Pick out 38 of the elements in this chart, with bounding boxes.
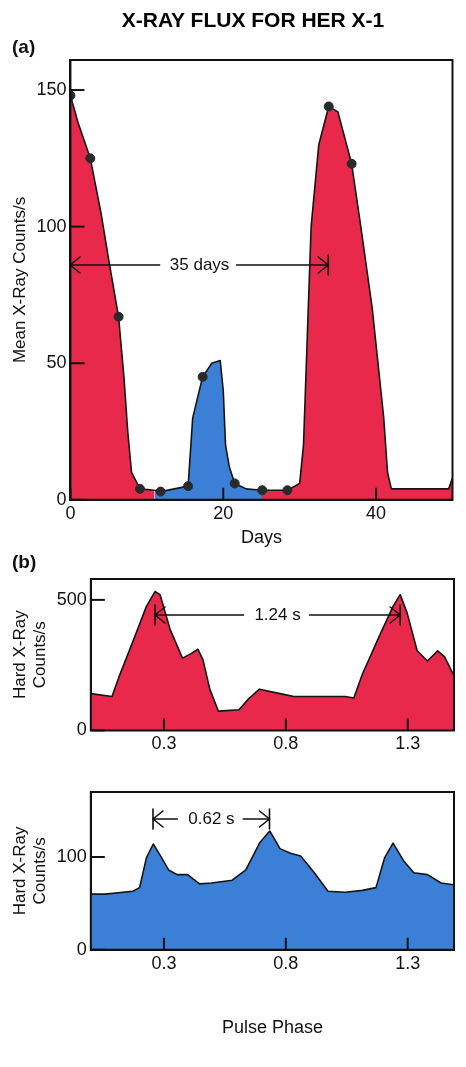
x-tick-label: 40 <box>366 502 387 523</box>
point <box>282 485 293 496</box>
text: (a) <box>12 35 36 57</box>
y-tick-label: 50 <box>46 352 67 373</box>
chart-title: X-RAY FLUX FOR HER X-1 <box>121 8 385 31</box>
point <box>85 153 96 164</box>
annotation: 0.62 s <box>188 808 235 829</box>
y-axis-title: Hard X-Ray Counts/s <box>9 609 50 700</box>
y-tick-label: 0 <box>76 938 87 959</box>
y-tick-label: 0 <box>56 488 67 509</box>
x-tick-label: 20 <box>213 502 234 523</box>
y-axis-title: Hard X-Ray Counts/s <box>9 826 50 916</box>
point <box>257 485 268 496</box>
text: (b) <box>12 550 37 572</box>
x-tick-label: 0.8 <box>273 952 299 973</box>
y-tick-label: 150 <box>36 79 67 100</box>
x-tick-label: 0.3 <box>151 952 177 973</box>
y-tick-label: 100 <box>36 215 67 236</box>
x-axis-title: Days <box>240 527 282 548</box>
x-tick-label: 1.3 <box>395 952 421 973</box>
y-tick-label: 0 <box>76 719 87 740</box>
x-tick-label: 0.8 <box>273 733 299 754</box>
x-tick-label: 1.3 <box>395 733 421 754</box>
x-tick-label: 0.3 <box>151 733 177 754</box>
point <box>134 483 145 494</box>
y-axis-title: Mean X-Ray Counts/s <box>9 196 29 364</box>
point <box>155 486 166 497</box>
point <box>197 371 208 382</box>
point <box>113 311 124 322</box>
y-tick-label: 500 <box>56 588 87 609</box>
x-axis-title: Pulse Phase <box>221 1017 323 1038</box>
y-tick-label: 100 <box>56 845 87 866</box>
point <box>183 481 194 492</box>
point <box>346 158 357 169</box>
annotation: 35 days <box>169 254 230 275</box>
point <box>323 101 334 112</box>
point <box>229 478 240 489</box>
annotation: 1.24 s <box>254 605 301 626</box>
